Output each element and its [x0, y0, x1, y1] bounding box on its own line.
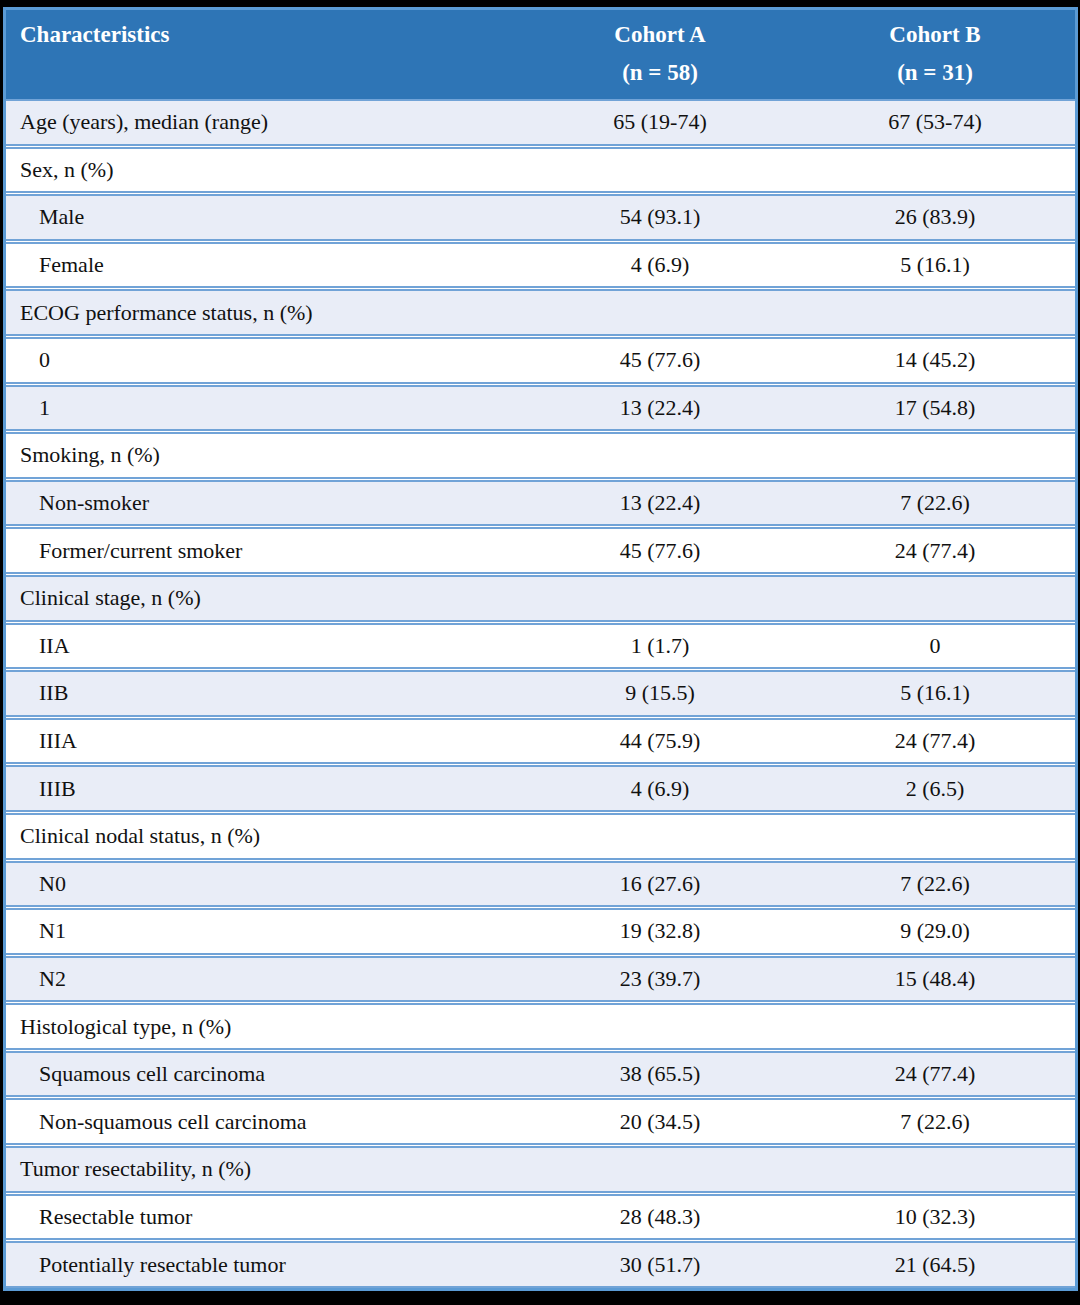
cohort-a-value: 38 (65.5): [525, 1061, 795, 1087]
row-label: Male: [6, 204, 525, 230]
cohort-b-value: 2 (6.5): [795, 776, 1075, 802]
row-label: Former/current smoker: [6, 538, 525, 564]
cohort-b-value: 26 (83.9): [795, 204, 1075, 230]
cohort-a-value: 54 (93.1): [525, 204, 795, 230]
cohort-a-value: 45 (77.6): [525, 538, 795, 564]
cohort-a-value: 13 (22.4): [525, 395, 795, 421]
cohort-b-value: 24 (77.4): [795, 728, 1075, 754]
cohort-b-value: 21 (64.5): [795, 1252, 1075, 1278]
cohort-a-value: 13 (22.4): [525, 490, 795, 516]
header-cohort-a-n: (n = 58): [525, 60, 795, 85]
table-row: Clinical stage, n (%): [6, 575, 1075, 622]
header-cohort-b-title: Cohort B: [795, 22, 1075, 47]
table-row: Former/current smoker 45 (77.6) 24 (77.4…: [6, 527, 1075, 574]
table-row: Potentially resectable tumor 30 (51.7) 2…: [6, 1241, 1075, 1288]
table-row: Squamous cell carcinoma 38 (65.5) 24 (77…: [6, 1051, 1075, 1098]
cohort-a-value: 4 (6.9): [525, 252, 795, 278]
cohort-b-value: 15 (48.4): [795, 966, 1075, 992]
header-characteristics: Characteristics: [6, 10, 525, 99]
cohort-b-value: 10 (32.3): [795, 1204, 1075, 1230]
table-row: N0 16 (27.6) 7 (22.6): [6, 861, 1075, 908]
cohort-a-value: 44 (75.9): [525, 728, 795, 754]
cohort-a-value: 45 (77.6): [525, 347, 795, 373]
cohort-b-value: 14 (45.2): [795, 347, 1075, 373]
table-row: Age (years), median (range) 65 (19-74) 6…: [6, 99, 1075, 146]
table-row: IIIB 4 (6.9) 2 (6.5): [6, 765, 1075, 812]
row-label: IIB: [6, 680, 525, 706]
cohort-a-value: 30 (51.7): [525, 1252, 795, 1278]
row-label: Resectable tumor: [6, 1204, 525, 1230]
table-row: Clinical nodal status, n (%): [6, 813, 1075, 860]
cohort-a-value: 9 (15.5): [525, 680, 795, 706]
row-label: Potentially resectable tumor: [6, 1252, 525, 1278]
table-row: Smoking, n (%): [6, 432, 1075, 479]
header-cohort-b-n: (n = 31): [795, 60, 1075, 85]
header-cohort-a-title: Cohort A: [525, 22, 795, 47]
row-label: 1: [6, 395, 525, 421]
row-label: IIIA: [6, 728, 525, 754]
cohort-a-value: 4 (6.9): [525, 776, 795, 802]
table-row: Tumor resectability, n (%): [6, 1146, 1075, 1193]
table-row: Female 4 (6.9) 5 (16.1): [6, 242, 1075, 289]
row-label: Age (years), median (range): [6, 109, 525, 135]
cohort-a-value: 28 (48.3): [525, 1204, 795, 1230]
cohort-a-value: 19 (32.8): [525, 918, 795, 944]
header-characteristics-label: Characteristics: [20, 22, 525, 47]
cohort-a-value: 23 (39.7): [525, 966, 795, 992]
table-row: ECOG performance status, n (%): [6, 289, 1075, 336]
table-row: IIA 1 (1.7) 0: [6, 623, 1075, 670]
table-row: IIIA 44 (75.9) 24 (77.4): [6, 718, 1075, 765]
row-label: IIA: [6, 633, 525, 659]
row-label: Tumor resectability, n (%): [6, 1156, 525, 1182]
characteristics-table: Characteristics Cohort A (n = 58) Cohort…: [3, 7, 1078, 1291]
row-label: IIIB: [6, 776, 525, 802]
table-row: 0 45 (77.6) 14 (45.2): [6, 337, 1075, 384]
table-row: Non-squamous cell carcinoma 20 (34.5) 7 …: [6, 1098, 1075, 1145]
cohort-b-value: 0: [795, 633, 1075, 659]
table-row: IIB 9 (15.5) 5 (16.1): [6, 670, 1075, 717]
cohort-b-value: 5 (16.1): [795, 680, 1075, 706]
table-header-row: Characteristics Cohort A (n = 58) Cohort…: [6, 10, 1075, 99]
table-row: 1 13 (22.4) 17 (54.8): [6, 385, 1075, 432]
cohort-b-value: 9 (29.0): [795, 918, 1075, 944]
row-label: Non-smoker: [6, 490, 525, 516]
table-row: Sex, n (%): [6, 147, 1075, 194]
cohort-b-value: 7 (22.6): [795, 1109, 1075, 1135]
row-label: Clinical nodal status, n (%): [6, 823, 525, 849]
cohort-b-value: 24 (77.4): [795, 538, 1075, 564]
table-row: N2 23 (39.7) 15 (48.4): [6, 956, 1075, 1003]
row-label: 0: [6, 347, 525, 373]
cohort-a-value: 1 (1.7): [525, 633, 795, 659]
row-label: ECOG performance status, n (%): [6, 300, 525, 326]
row-label: Smoking, n (%): [6, 442, 525, 468]
row-label: Clinical stage, n (%): [6, 585, 525, 611]
row-label: N0: [6, 871, 525, 897]
row-label: Female: [6, 252, 525, 278]
table-row: Non-smoker 13 (22.4) 7 (22.6): [6, 480, 1075, 527]
table-body: Age (years), median (range) 65 (19-74) 6…: [6, 99, 1075, 1288]
table-row: Resectable tumor 28 (48.3) 10 (32.3): [6, 1194, 1075, 1241]
cohort-a-value: 16 (27.6): [525, 871, 795, 897]
cohort-b-value: 7 (22.6): [795, 871, 1075, 897]
row-label: Non-squamous cell carcinoma: [6, 1109, 525, 1135]
row-label: Squamous cell carcinoma: [6, 1061, 525, 1087]
row-label: Sex, n (%): [6, 157, 525, 183]
cohort-b-value: 24 (77.4): [795, 1061, 1075, 1087]
cohort-a-value: 65 (19-74): [525, 109, 795, 135]
cohort-b-value: 17 (54.8): [795, 395, 1075, 421]
cohort-b-value: 67 (53-74): [795, 109, 1075, 135]
header-cohort-b: Cohort B (n = 31): [795, 10, 1075, 99]
row-label: Histological type, n (%): [6, 1014, 525, 1040]
cohort-b-value: 7 (22.6): [795, 490, 1075, 516]
table-row: N1 19 (32.8) 9 (29.0): [6, 908, 1075, 955]
row-label: N1: [6, 918, 525, 944]
cohort-b-value: 5 (16.1): [795, 252, 1075, 278]
table-row: Male 54 (93.1) 26 (83.9): [6, 194, 1075, 241]
cohort-a-value: 20 (34.5): [525, 1109, 795, 1135]
table-row: Histological type, n (%): [6, 1003, 1075, 1050]
header-cohort-a: Cohort A (n = 58): [525, 10, 795, 99]
row-label: N2: [6, 966, 525, 992]
